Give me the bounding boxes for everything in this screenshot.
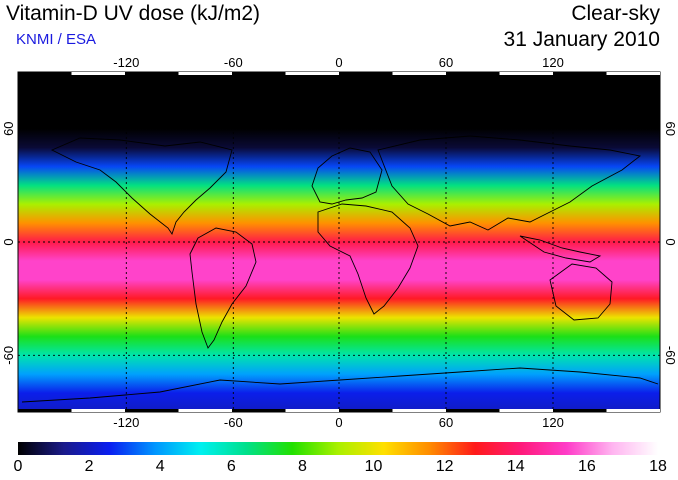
frame-segment [285, 72, 339, 75]
frame-segment [18, 72, 72, 75]
map-frame [17, 71, 661, 413]
source-credit: KNMI / ESA [16, 31, 97, 48]
lat-label-right: 0 [663, 238, 678, 245]
frame-segment [606, 72, 660, 75]
colorbar-tick-label: 6 [226, 458, 236, 475]
colorbar-tick-label: 8 [297, 458, 307, 475]
coastlines [21, 135, 659, 403]
frame-segment [606, 409, 660, 412]
frame-segment [392, 409, 446, 412]
graticule [18, 72, 660, 412]
lon-label-bottom: 60 [439, 415, 453, 430]
frame-segment [553, 72, 607, 75]
australia-coast [549, 263, 613, 321]
frame-segment [178, 72, 232, 75]
colorbar-tick-label: 2 [84, 458, 94, 475]
lat-label-left: 60 [1, 121, 16, 135]
antarctica-coast [21, 367, 659, 403]
frame-segment [285, 409, 339, 412]
frame-segment [339, 72, 393, 75]
africa-coast [317, 203, 419, 315]
colorbar-tick-label: 12 [435, 458, 454, 475]
frame-segment [178, 409, 232, 412]
lon-label-top: -120 [113, 55, 139, 70]
lat-label-left: -60 [1, 346, 16, 365]
lon-label-bottom: 120 [542, 415, 564, 430]
frame-segment [553, 409, 607, 412]
frame-segment [499, 409, 553, 412]
lon-label-top: 60 [439, 55, 453, 70]
north-america-coast [50, 137, 233, 236]
colorbar-tick-label: 14 [506, 458, 525, 475]
europe-coast [311, 147, 383, 205]
lon-label-top: -60 [224, 55, 243, 70]
lat-label-left: 0 [1, 238, 16, 245]
lon-label-bottom: -60 [224, 415, 243, 430]
frame-segment [71, 409, 125, 412]
frame-segment [392, 72, 446, 75]
sky-condition: Clear-sky [571, 2, 660, 25]
frame-segment [232, 409, 286, 412]
frame-segment [18, 409, 72, 412]
frame-segment [339, 409, 393, 412]
lon-label-top: 120 [542, 55, 564, 70]
colorbar-tick-label: 16 [577, 458, 596, 475]
map-date: 31 January 2010 [503, 28, 660, 51]
frame-segment [446, 409, 500, 412]
frame-segment [71, 72, 125, 75]
colorbar-tick-label: 18 [649, 458, 667, 475]
map-title: Vitamin-D UV dose (kJ/m2) [6, 2, 261, 25]
frame-segment [125, 72, 179, 75]
colorbar-tick-label: 4 [155, 458, 165, 475]
lon-label-top: 0 [335, 55, 342, 70]
maritime-asia-coast [519, 235, 602, 263]
frame-segment [232, 72, 286, 75]
lon-label-bottom: -120 [113, 415, 139, 430]
frame-segment [125, 409, 179, 412]
lat-label-right: 60 [663, 121, 678, 135]
asia-coast [377, 135, 642, 231]
colorbar-tick-label: 0 [13, 458, 23, 475]
colorbar [18, 442, 658, 455]
frame-segment [446, 72, 500, 75]
south-america-coast [189, 227, 257, 349]
frame-segment [499, 72, 553, 75]
lon-label-bottom: 0 [335, 415, 342, 430]
colorbar-tick-label: 10 [364, 458, 383, 475]
lat-label-right: -60 [663, 346, 678, 365]
